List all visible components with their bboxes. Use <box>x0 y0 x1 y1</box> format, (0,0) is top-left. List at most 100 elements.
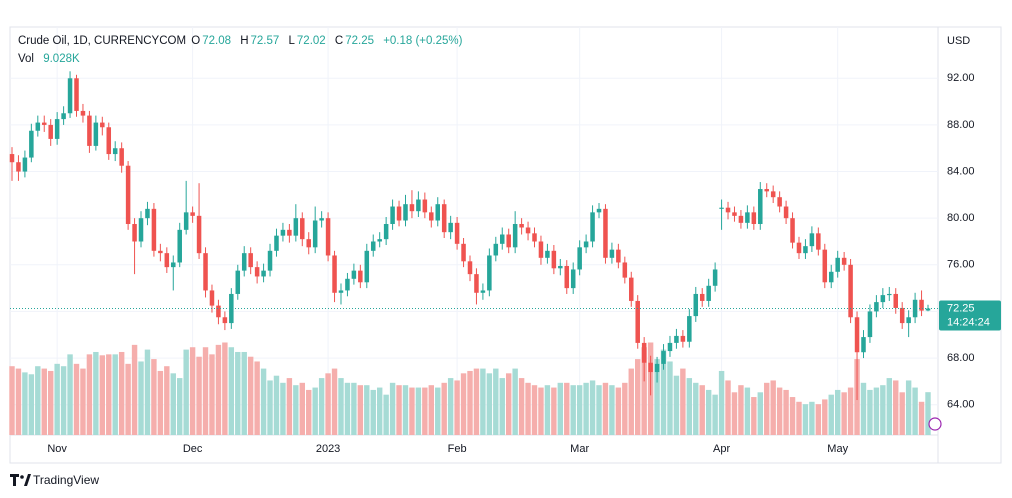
volume-bar <box>209 354 215 435</box>
volume-bar <box>564 382 570 435</box>
volume-bar <box>544 385 551 435</box>
candle-body <box>583 241 589 248</box>
candle-body <box>590 212 595 242</box>
candle-body <box>338 290 344 293</box>
volume-bar <box>925 392 931 435</box>
candle-body <box>751 212 757 225</box>
candle-body <box>616 249 621 263</box>
candle-body <box>48 124 53 139</box>
candle-body <box>874 302 879 312</box>
candle-body <box>196 215 202 254</box>
candle-body <box>132 224 137 242</box>
candle-body <box>899 307 905 324</box>
volume-bar <box>260 368 267 435</box>
volume-bar <box>602 382 609 435</box>
candle-body <box>570 269 576 289</box>
volume-bar <box>241 351 247 435</box>
candle-body <box>106 127 112 155</box>
candle-body <box>577 247 582 270</box>
event-icon[interactable] <box>928 417 942 431</box>
candle-body <box>9 154 15 163</box>
volume-name: Vol <box>18 53 34 65</box>
volume-bar <box>247 356 254 435</box>
volume-bar <box>112 354 118 435</box>
volume-bar <box>705 389 712 435</box>
volume-bar <box>699 385 705 435</box>
volume-bar <box>447 378 454 435</box>
low-value: 72.02 <box>296 35 326 47</box>
label-layer: 64.0068.0072.0076.0080.0084.0088.0092.00… <box>10 72 1001 455</box>
candle-body <box>74 78 79 111</box>
volume-bar <box>325 373 331 435</box>
candle-body <box>119 148 124 166</box>
candle-body <box>416 199 421 212</box>
candle-body <box>828 271 834 283</box>
volume-bar <box>673 375 680 435</box>
candle-body <box>158 250 163 254</box>
volume-bar <box>357 385 364 435</box>
candle-body <box>474 274 479 293</box>
candle-body <box>61 113 66 120</box>
candle-body <box>287 229 292 236</box>
x-tick-label: 2023 <box>316 443 340 455</box>
candle-body <box>732 212 737 216</box>
x-tick-label: Mar <box>570 443 589 455</box>
candle-body <box>790 218 795 243</box>
candle-body <box>125 165 131 225</box>
candle-body <box>467 261 473 275</box>
candle-body <box>538 241 544 258</box>
volume-bar <box>525 382 531 435</box>
ohlc-label: L <box>288 35 295 47</box>
volume-bar <box>531 385 538 435</box>
candle-body <box>906 317 911 324</box>
volume-bar <box>86 354 93 435</box>
candle-body <box>171 262 176 268</box>
candle-body <box>203 253 208 291</box>
volume-bar <box>125 363 131 435</box>
candle-body <box>719 207 724 209</box>
candle-body <box>216 305 221 318</box>
volume-bar <box>202 347 209 435</box>
candle-body <box>177 229 182 263</box>
volume-bar <box>905 380 912 435</box>
volume-bar <box>351 382 357 435</box>
y-tick-label: 68.00 <box>947 352 975 364</box>
candle-body <box>293 218 299 236</box>
legend-row: Crude Oil, 1D, CURRENCYCOM O 72.08 H 72.57… <box>18 35 468 47</box>
ohlc-label: H <box>240 35 249 47</box>
volume-bar <box>873 387 880 435</box>
candle-body <box>100 122 105 128</box>
volume-bar <box>157 370 164 435</box>
candle-body <box>809 233 815 247</box>
volume-bar <box>493 368 499 435</box>
candle-body <box>867 311 873 338</box>
candle-body <box>680 335 686 342</box>
volume-bar <box>409 387 415 435</box>
candle-body <box>306 239 311 248</box>
candle-body <box>532 233 537 242</box>
volume-bar <box>622 382 628 435</box>
candle-body <box>609 249 615 258</box>
volume-bar <box>783 389 789 435</box>
volume-bar <box>177 378 183 435</box>
candle-body <box>54 119 60 139</box>
volume-bar <box>576 385 583 435</box>
volume-bar <box>828 394 834 435</box>
candle-body <box>351 270 357 279</box>
countdown-label: 14:24:24 <box>947 316 990 328</box>
volume-bar <box>570 385 576 435</box>
volume-bar <box>893 380 899 435</box>
volume-row: Vol 9.028K <box>18 53 86 65</box>
volume-bar <box>318 378 325 435</box>
brand-name: TradingView <box>33 473 100 487</box>
volume-bar <box>725 380 731 435</box>
volume-bar <box>228 347 235 435</box>
volume-bar <box>918 401 925 435</box>
volume-bar <box>73 363 80 435</box>
volume-bar <box>847 387 854 435</box>
candle-body <box>67 78 73 114</box>
candle-body <box>332 255 337 293</box>
volume-bar <box>789 397 796 435</box>
candle-body <box>422 199 428 213</box>
volume-bar <box>344 382 351 435</box>
